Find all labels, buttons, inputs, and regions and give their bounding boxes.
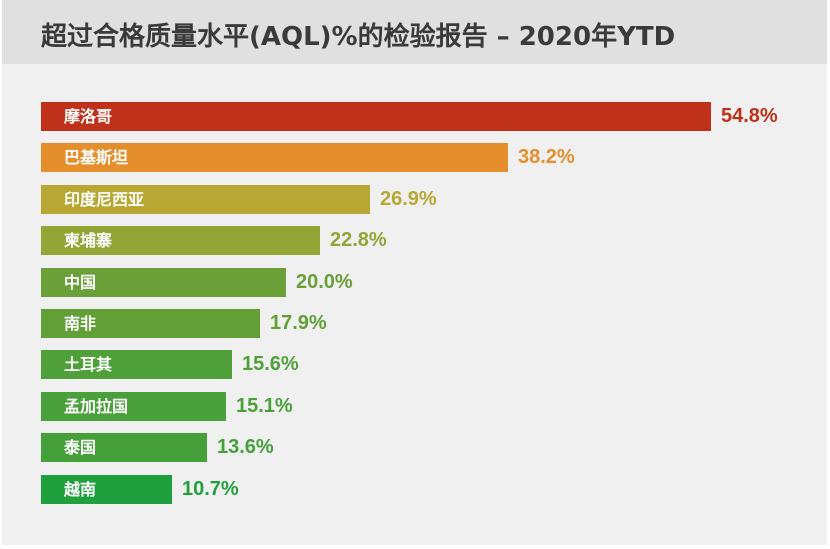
- bar-category-label: 泰国: [64, 438, 97, 457]
- bar-category-label: 南非: [64, 314, 97, 333]
- bar-value-label: 54.8%: [721, 105, 778, 127]
- bar-row: 巴基斯坦 38.2%: [41, 143, 575, 172]
- bar-category-label: 印度尼西亚: [64, 190, 145, 209]
- bar-row: 越南 10.7%: [41, 475, 239, 504]
- bar: 孟加拉国: [41, 392, 226, 421]
- bar: 土耳其: [41, 350, 232, 379]
- bar-value-label: 13.6%: [217, 436, 274, 458]
- bar-category-label: 巴基斯坦: [64, 148, 129, 167]
- bar: 越南: [41, 475, 172, 504]
- bar-value-label: 22.8%: [330, 229, 387, 251]
- bar-category-label: 孟加拉国: [64, 397, 129, 416]
- bar-value-label: 15.6%: [242, 353, 299, 375]
- bar: 柬埔寨: [41, 226, 320, 255]
- bar-row: 泰国 13.6%: [41, 433, 274, 462]
- bar-category-label: 摩洛哥: [64, 107, 113, 126]
- chart-title: 超过合格质量水平(AQL)%的检验报告 – 2020年YTD: [41, 22, 676, 52]
- bar-value-label: 17.9%: [270, 312, 327, 334]
- chart-header: 超过合格质量水平(AQL)%的检验报告 – 2020年YTD: [2, 0, 827, 64]
- bar: 印度尼西亚: [41, 185, 370, 214]
- bar-value-label: 38.2%: [518, 146, 575, 168]
- bar-category-label: 土耳其: [64, 355, 113, 374]
- bar-row: 印度尼西亚 26.9%: [41, 185, 437, 214]
- bar-category-label: 中国: [64, 273, 97, 292]
- bar: 巴基斯坦: [41, 143, 508, 172]
- bar-row: 柬埔寨 22.8%: [41, 226, 387, 255]
- bar-row: 南非 17.9%: [41, 309, 327, 338]
- bar-row: 孟加拉国 15.1%: [41, 392, 293, 421]
- bar-row: 摩洛哥 54.8%: [41, 102, 778, 131]
- bar: 南非: [41, 309, 260, 338]
- bar-row: 土耳其 15.6%: [41, 350, 299, 379]
- bar-category-label: 越南: [64, 480, 97, 499]
- bar-value-label: 20.0%: [296, 271, 353, 293]
- bar-value-label: 26.9%: [380, 188, 437, 210]
- bar: 摩洛哥: [41, 102, 711, 131]
- bar: 泰国: [41, 433, 207, 462]
- bar: 中国: [41, 268, 286, 297]
- bar-category-label: 柬埔寨: [64, 231, 113, 250]
- bar-value-label: 10.7%: [182, 478, 239, 500]
- bar-row: 中国 20.0%: [41, 268, 353, 297]
- bar-value-label: 15.1%: [236, 395, 293, 417]
